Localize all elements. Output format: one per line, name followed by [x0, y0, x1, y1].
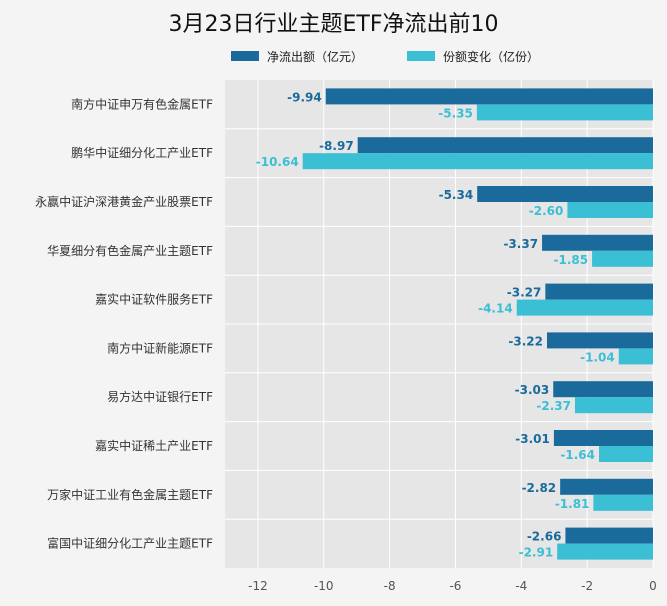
bars	[302, 88, 653, 560]
share-change-label: -1.85	[553, 253, 588, 267]
share-change-label: -10.64	[256, 155, 299, 169]
category-label: 万家中证工业有色金属主题ETF	[47, 487, 213, 502]
share-change-bar	[574, 397, 653, 414]
x-tick-label: -10	[314, 579, 334, 593]
net-outflow-label: -2.66	[527, 530, 562, 544]
legend: 净流出额（亿元） 份额变化（亿份）	[231, 49, 539, 64]
category-labels: 南方中证申万有色金属ETF 鹏华中证细分化工产业ETF 永赢中证沪深港黄金产业股票E…	[35, 96, 213, 550]
share-change-bar	[476, 104, 653, 121]
net-outflow-label: -3.22	[508, 334, 543, 348]
legend-swatch	[231, 51, 259, 61]
category-label: 南方中证申万有色金属ETF	[71, 96, 213, 111]
x-tick-label: 0	[649, 579, 657, 593]
share-change-label: -1.81	[555, 497, 590, 511]
net-outflow-bar	[560, 478, 653, 495]
category-label: 鹏华中证细分化工产业ETF	[71, 145, 213, 160]
net-outflow-bar	[553, 381, 653, 398]
chart-title: 3月23日行业主题ETF净流出前10	[168, 12, 499, 37]
net-outflow-bar	[545, 283, 653, 300]
category-label: 嘉实中证软件服务ETF	[95, 292, 213, 307]
share-change-label: -1.64	[560, 448, 595, 462]
x-axis: -12 -10 -8 -6 -4 -2 0	[248, 579, 657, 593]
category-label: 华夏细分有色金属产业主题ETF	[47, 243, 213, 258]
net-outflow-label: -3.37	[503, 237, 538, 251]
net-outflow-label: -3.01	[515, 432, 550, 446]
net-outflow-bar	[325, 88, 653, 105]
net-outflow-label: -5.34	[439, 188, 474, 202]
net-outflow-bar	[477, 186, 653, 202]
share-change-label: -4.14	[478, 302, 513, 316]
share-change-bar	[567, 202, 653, 218]
share-change-bar	[599, 446, 653, 462]
x-tick-label: -2	[581, 579, 593, 593]
data-labels: -9.94 -5.35 -8.97 -10.64 -5.34 -2.60 -3.37 -1.8…	[256, 90, 615, 559]
category-label: 易方达中证银行ETF	[107, 389, 213, 404]
category-label: 嘉实中证稀土产业ETF	[95, 438, 213, 453]
net-outflow-label: -3.27	[507, 286, 542, 300]
net-outflow-bar	[542, 234, 653, 251]
share-change-bar	[593, 494, 653, 511]
category-label: 永赢中证沪深港黄金产业股票ETF	[35, 194, 213, 209]
net-outflow-bar	[357, 137, 653, 154]
net-outflow-label: -2.82	[522, 481, 557, 495]
x-tick-label: -4	[515, 579, 527, 593]
share-change-label: -2.91	[519, 546, 554, 560]
net-outflow-label: -8.97	[319, 139, 354, 153]
share-change-bar	[618, 348, 653, 365]
x-tick-label: -12	[248, 579, 268, 593]
category-label: 富国中证细分化工产业主题ETF	[47, 536, 213, 551]
legend-label: 净流出额（亿元）	[267, 49, 363, 64]
net-outflow-label: -9.94	[287, 90, 322, 104]
share-change-label: -1.04	[580, 350, 615, 364]
category-label: 南方中证新能源ETF	[107, 340, 213, 355]
net-outflow-label: -3.03	[515, 383, 550, 397]
share-change-bar	[592, 250, 653, 267]
net-outflow-bar	[553, 430, 653, 446]
net-outflow-bar	[565, 527, 653, 544]
x-tick-label: -8	[384, 579, 396, 593]
share-change-bar	[516, 299, 653, 316]
share-change-bar	[557, 543, 653, 560]
net-outflow-bar	[546, 332, 653, 349]
x-tick-label: -6	[449, 579, 461, 593]
share-change-bar	[302, 153, 653, 170]
share-change-label: -2.60	[529, 204, 564, 218]
legend-swatch	[407, 51, 435, 61]
share-change-label: -5.35	[438, 106, 473, 120]
legend-label: 份额变化（亿份）	[443, 49, 539, 64]
share-change-label: -2.37	[536, 399, 571, 413]
